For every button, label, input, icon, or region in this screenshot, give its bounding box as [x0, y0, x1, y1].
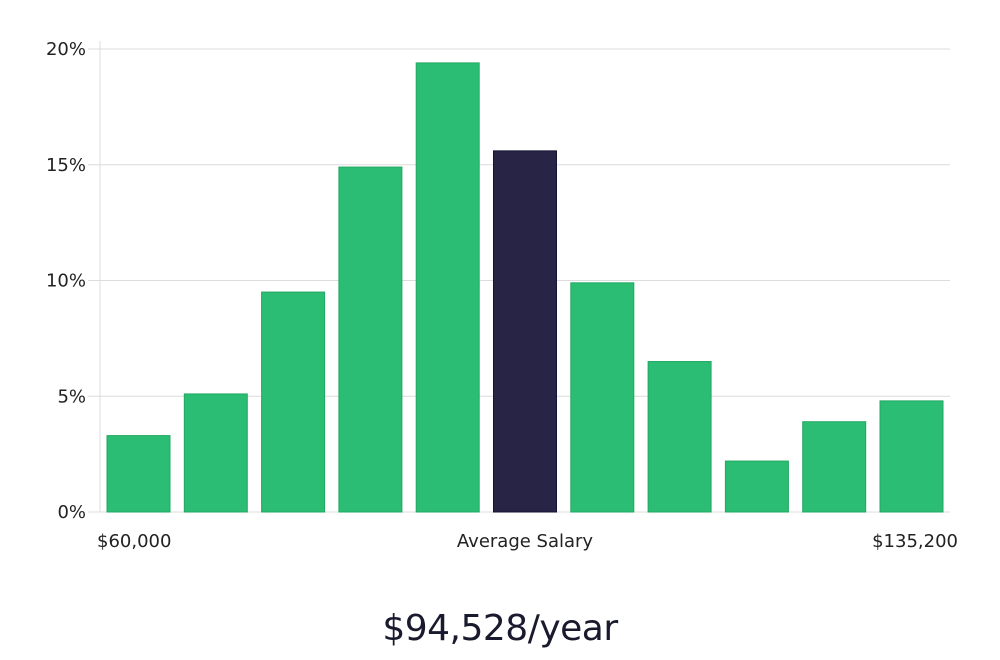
bar — [647, 361, 712, 513]
bars — [106, 62, 944, 513]
salary-histogram-chart: 0% 5% 10% 15% 20% $60,000 Average Salary $13… — [46, 39, 958, 552]
x-min-label: $60,000 — [97, 531, 171, 552]
bar — [570, 282, 635, 513]
bar — [183, 393, 248, 513]
bar — [261, 291, 326, 513]
bar-average-highlight — [493, 150, 557, 513]
bar — [879, 400, 944, 513]
average-salary-value: $94,528/year — [382, 608, 618, 649]
y-tick-label: 5% — [57, 386, 86, 407]
bar — [415, 62, 480, 513]
bar — [802, 421, 867, 513]
y-tick-label: 20% — [46, 39, 86, 60]
bar — [338, 166, 403, 513]
y-tick-label: 0% — [57, 502, 86, 523]
x-max-label: $135,200 — [872, 531, 958, 552]
y-tick-label: 15% — [46, 155, 86, 176]
bar — [724, 460, 789, 513]
y-tick-labels: 0% 5% 10% 15% 20% — [46, 39, 86, 523]
y-tick-label: 10% — [46, 271, 86, 292]
bar — [106, 435, 171, 513]
x-axis-title: Average Salary — [457, 531, 594, 552]
